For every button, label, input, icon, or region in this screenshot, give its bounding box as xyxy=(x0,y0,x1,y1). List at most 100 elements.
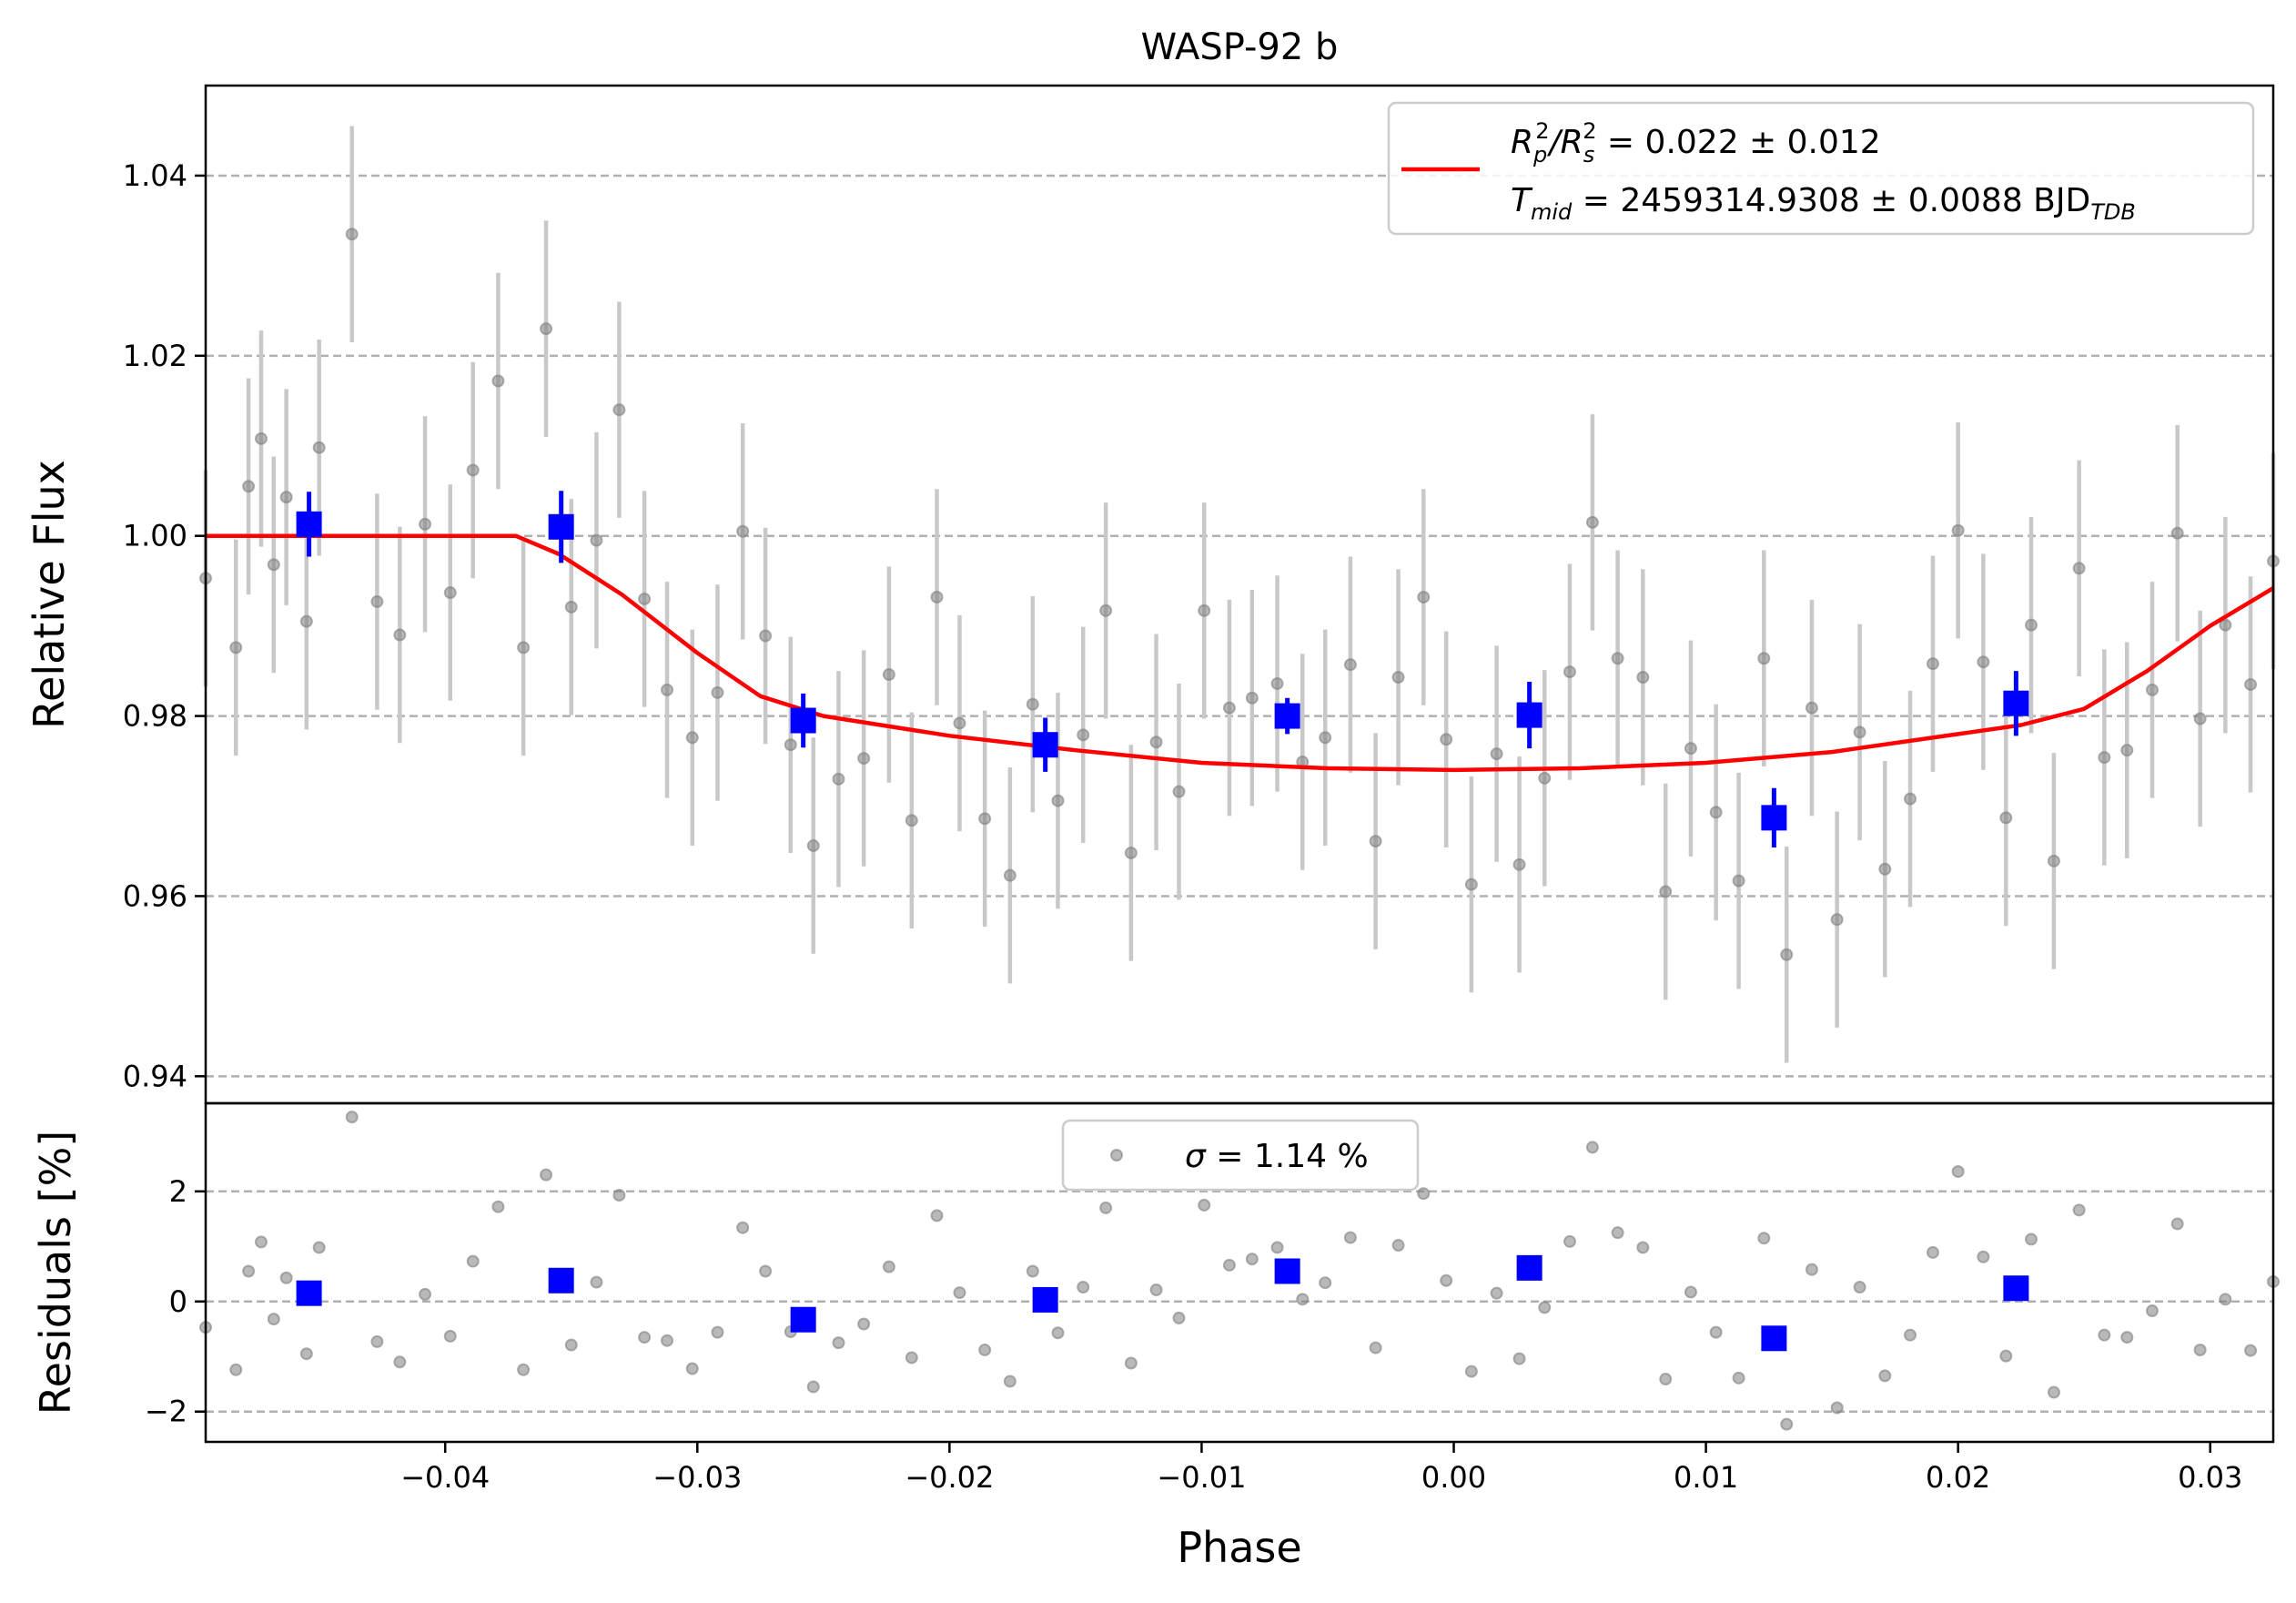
flux-y-tick-label: 1.00 xyxy=(123,519,187,553)
residual-raw-point xyxy=(491,1200,505,1213)
flux-raw-point xyxy=(254,431,268,445)
flux-raw-point xyxy=(393,628,407,642)
flux-raw-point xyxy=(882,668,895,682)
residual-raw-point xyxy=(1684,1285,1697,1299)
flux-raw-point xyxy=(1538,771,1552,785)
flux-raw-point xyxy=(540,322,553,336)
flux-raw-point xyxy=(1904,792,1917,806)
flux-y-axis-label: Relative Flux xyxy=(25,460,74,729)
flux-raw-point xyxy=(1853,725,1866,739)
residual-y-tick-label: 0 xyxy=(169,1284,187,1319)
flux-raw-point xyxy=(1830,913,1844,927)
flux-raw-point xyxy=(299,614,313,628)
flux-raw-point xyxy=(590,533,603,547)
residual-raw-point xyxy=(229,1363,243,1376)
flux-y-tick-label: 1.04 xyxy=(123,158,187,193)
flux-raw-point xyxy=(1563,665,1576,679)
residual-raw-point xyxy=(2170,1217,2184,1231)
x-tick-label: 0.00 xyxy=(1421,1460,1486,1495)
flux-raw-point xyxy=(784,738,797,752)
flux-raw-point xyxy=(1780,948,1794,961)
residual-raw-point xyxy=(1585,1141,1599,1154)
flux-binned-point xyxy=(1032,732,1058,758)
residual-raw-point xyxy=(419,1287,432,1301)
residual-raw-point xyxy=(1245,1253,1259,1266)
flux-legend: Rp2/Rs2 = 0.022 ± 0.012 Tmid = 2459314.9… xyxy=(1387,101,2255,236)
flux-raw-point xyxy=(1391,671,1405,685)
flux-raw-point xyxy=(2193,712,2207,725)
residual-raw-point xyxy=(590,1275,603,1289)
flux-raw-point xyxy=(905,814,918,827)
flux-binned-points xyxy=(296,491,2029,848)
residual-raw-point xyxy=(1051,1326,1065,1340)
flux-binned-point xyxy=(1516,702,1542,728)
flux-raw-point xyxy=(466,463,480,477)
residual-raw-point xyxy=(2120,1331,2134,1344)
residual-raw-point xyxy=(1343,1231,1357,1244)
flux-raw-point xyxy=(1636,671,1650,685)
flux-raw-point xyxy=(1757,652,1771,665)
residual-raw-point xyxy=(905,1351,918,1365)
flux-raw-point xyxy=(312,441,326,454)
residual-raw-point xyxy=(1732,1371,1745,1385)
flux-raw-point xyxy=(1659,885,1673,898)
flux-raw-point xyxy=(1440,733,1453,746)
residual-raw-point xyxy=(1417,1187,1431,1201)
flux-raw-point xyxy=(1222,701,1236,715)
residual-binned-point xyxy=(296,1280,322,1306)
flux-raw-point xyxy=(612,403,626,417)
residual-raw-point xyxy=(930,1209,944,1223)
flux-raw-point xyxy=(1611,652,1624,665)
residual-raw-point xyxy=(1512,1352,1526,1365)
residual-raw-point xyxy=(1270,1241,1284,1254)
flux-raw-point xyxy=(1245,691,1259,705)
residual-raw-point xyxy=(1853,1281,1866,1294)
residual-raw-point xyxy=(1878,1369,1892,1383)
flux-raw-point xyxy=(279,491,293,504)
flux-raw-point xyxy=(2098,751,2111,765)
residual-raw-point xyxy=(2219,1293,2232,1306)
flux-raw-point xyxy=(2072,562,2086,575)
residual-raw-point xyxy=(443,1329,457,1343)
residual-binned-point xyxy=(790,1306,816,1333)
residual-raw-point xyxy=(2047,1385,2060,1399)
flux-raw-point xyxy=(1732,874,1745,888)
residual-raw-point xyxy=(1391,1239,1405,1253)
flux-y-tick-label: 1.02 xyxy=(123,339,187,373)
residual-raw-point xyxy=(978,1343,992,1356)
residual-raw-point xyxy=(1369,1341,1382,1354)
flux-raw-point xyxy=(1464,878,1478,891)
residual-raw-point xyxy=(1099,1201,1113,1214)
flux-raw-point xyxy=(2170,526,2184,540)
flux-raw-point xyxy=(1684,742,1697,756)
residual-raw-point xyxy=(953,1286,966,1300)
residual-raw-point xyxy=(2025,1233,2038,1246)
flux-raw-point xyxy=(857,752,871,766)
residual-raw-point xyxy=(612,1189,626,1202)
residual-binned-point xyxy=(548,1267,574,1294)
flux-binned-point xyxy=(2003,690,2029,716)
flux-raw-point xyxy=(1026,697,1039,711)
residual-raw-point xyxy=(2244,1344,2258,1357)
residual-raw-point xyxy=(312,1241,326,1254)
residual-y-tick-label: 2 xyxy=(169,1174,187,1209)
flux-legend-tmid-text: Tmid = 2459314.9308 ± 0.0088 BJDTDB xyxy=(1511,182,2136,225)
flux-raw-point xyxy=(806,839,820,853)
residual-raw-point xyxy=(1659,1373,1673,1386)
flux-model-curve-group xyxy=(206,533,2275,773)
residual-raw-point xyxy=(857,1317,871,1331)
flux-raw-point xyxy=(1709,806,1723,819)
residual-raw-point xyxy=(685,1362,699,1375)
residual-raw-point xyxy=(1926,1245,1939,1259)
flux-raw-point xyxy=(1805,701,1818,715)
flux-raw-point xyxy=(1951,523,1965,537)
residual-gridlines xyxy=(206,1190,2273,1413)
flux-raw-point xyxy=(1051,794,1065,807)
residual-raw-point xyxy=(2098,1328,2111,1342)
flux-raw-point xyxy=(564,600,578,614)
flux-raw-point xyxy=(1999,811,2013,825)
x-axis-ticks: −0.04 −0.03 −0.02 −0.01 0.00 0.01 0.02 0.03 xyxy=(400,1442,2242,1495)
residual-binned-point xyxy=(1516,1254,1542,1281)
flux-raw-point xyxy=(638,592,652,605)
